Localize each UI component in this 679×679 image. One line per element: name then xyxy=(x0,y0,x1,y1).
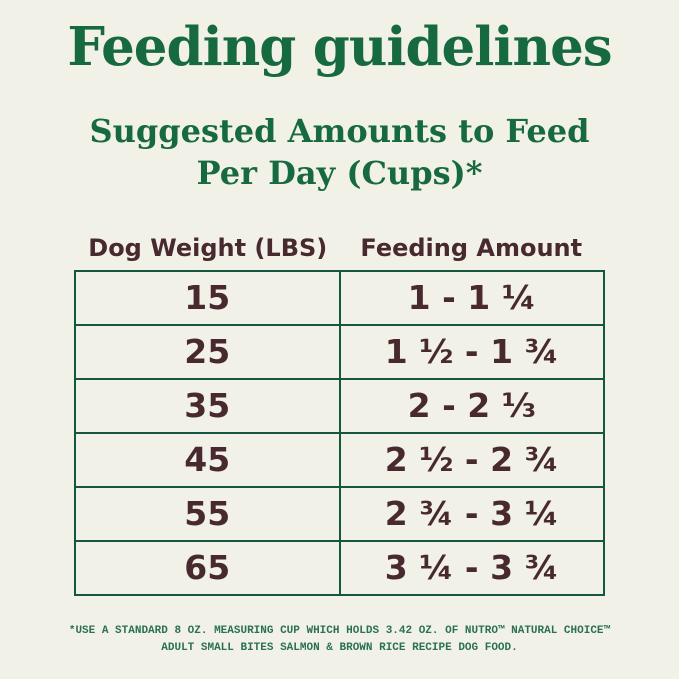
weight-cell: 45 xyxy=(76,433,341,486)
amount-cell: 1 - 1 ¼ xyxy=(407,278,536,318)
table-row: 55 2 ¾ - 3 ¼ xyxy=(76,485,603,540)
table-row: 15 1 - 1 ¼ xyxy=(76,271,603,324)
table-row: 65 3 ¼ - 3 ¾ xyxy=(76,539,603,594)
feeding-table: 15 1 - 1 ¼ 25 1 ½ - 1 ¾ 35 2 - 2 ⅓ 45 2 … xyxy=(74,269,605,596)
weight-cell: 65 xyxy=(76,541,341,594)
subtitle-line-2: Per Day (Cups)* xyxy=(196,153,483,192)
header-dog-weight: Dog Weight (LBS) xyxy=(88,233,328,262)
table-row: 45 2 ½ - 2 ¾ xyxy=(76,431,603,486)
table-row: 35 2 - 2 ⅓ xyxy=(76,377,603,432)
table-column-headers: Dog Weight (LBS) Feeding Amount xyxy=(76,234,603,262)
header-feeding-amount: Feeding Amount xyxy=(360,233,583,262)
subtitle: Suggested Amounts to Feed Per Day (Cups)… xyxy=(0,110,679,194)
weight-cell: 55 xyxy=(76,487,341,540)
amount-cell: 2 ¾ - 3 ¼ xyxy=(384,494,559,534)
footnote-line-1: *USE A STANDARD 8 OZ. MEASURING CUP WHIC… xyxy=(68,624,611,637)
subtitle-line-1: Suggested Amounts to Feed xyxy=(89,111,590,150)
amount-cell: 3 ¼ - 3 ¾ xyxy=(384,548,559,588)
footnote: *USE A STANDARD 8 OZ. MEASURING CUP WHIC… xyxy=(0,623,679,657)
amount-cell: 1 ½ - 1 ¾ xyxy=(384,332,559,372)
table-row: 25 1 ½ - 1 ¾ xyxy=(76,323,603,378)
page-title: Feeding guidelines xyxy=(67,16,612,78)
weight-cell: 15 xyxy=(76,271,341,324)
amount-cell: 2 - 2 ⅓ xyxy=(407,386,536,426)
weight-cell: 35 xyxy=(76,379,341,432)
amount-cell: 2 ½ - 2 ¾ xyxy=(384,440,559,480)
footnote-line-2: ADULT SMALL BITES SALMON & BROWN RICE RE… xyxy=(161,641,518,654)
weight-cell: 25 xyxy=(76,325,341,378)
